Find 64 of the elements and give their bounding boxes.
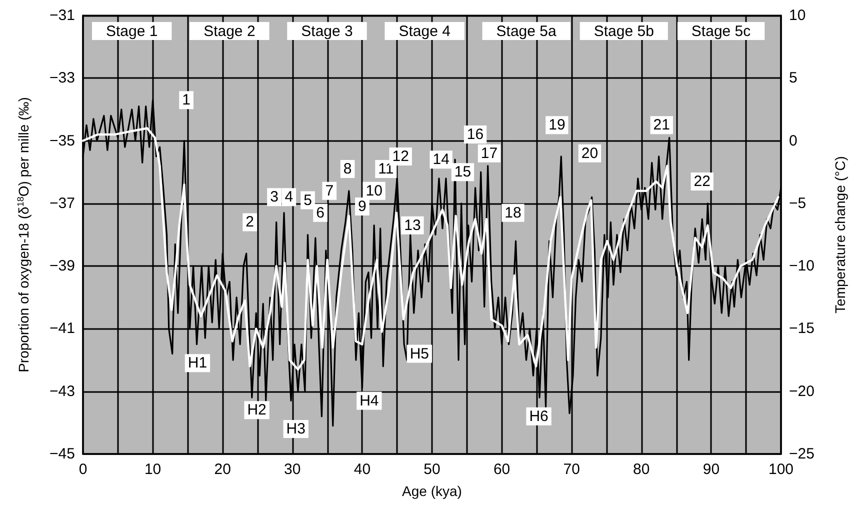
annotation: 4 <box>284 188 294 206</box>
annotation: H3 <box>286 420 306 438</box>
annotation: 10 <box>366 182 382 200</box>
annotation: Stage 2 <box>204 23 256 40</box>
annotation: 18 <box>504 204 522 222</box>
x-tick-label: 0 <box>78 461 88 478</box>
annotation: H4 <box>360 392 379 410</box>
annotation: Stage 5b <box>594 23 654 40</box>
annotation: 3 <box>270 188 278 206</box>
annotation: H1 <box>188 354 208 372</box>
annotation: 13 <box>404 216 421 234</box>
x-axis-title: Age (kya) <box>402 483 462 499</box>
annotation: 8 <box>343 160 352 178</box>
annotation: 9 <box>358 198 366 216</box>
y-tick-label: −37 <box>50 194 75 212</box>
annotation: H5 <box>410 345 430 362</box>
y-tick-label: −39 <box>50 258 75 275</box>
y2-tick-label: 10 <box>789 7 806 24</box>
annotation: 2 <box>246 214 254 231</box>
annotation: Stage 3 <box>301 23 353 40</box>
annotation: 14 <box>432 151 450 168</box>
y-tick-label: −33 <box>50 70 75 87</box>
y2-tick-label: 0 <box>789 132 798 150</box>
annotation: Stage 5a <box>496 23 557 40</box>
annotation: H2 <box>247 402 266 419</box>
y-tick-label: −41 <box>50 320 75 338</box>
y2-tick-label: 5 <box>789 70 798 87</box>
y-tick-label: −43 <box>50 382 75 400</box>
annotation: 19 <box>548 116 566 134</box>
x-tick-label: 90 <box>702 461 720 478</box>
y2-tick-label: −5 <box>789 194 806 212</box>
annotation: H6 <box>529 408 548 425</box>
x-tick-label: 40 <box>354 461 371 478</box>
annotation: Stage 4 <box>398 23 450 40</box>
annotation: 21 <box>653 116 670 134</box>
x-tick-label: 100 <box>768 461 794 478</box>
x-tick-label: 20 <box>214 461 231 478</box>
annotation: 15 <box>454 164 472 181</box>
annotation: 5 <box>304 192 312 209</box>
annotation: Stage 1 <box>106 23 158 40</box>
x-tick-label: 70 <box>563 461 580 478</box>
annotation: 17 <box>480 144 498 162</box>
y2-tick-label: −15 <box>789 320 814 338</box>
annotation: 1 <box>182 92 190 109</box>
y2-tick-label: −20 <box>789 382 814 400</box>
y-tick-label: −45 <box>50 446 75 462</box>
annotation: 7 <box>325 182 334 200</box>
annotation: 20 <box>581 144 598 162</box>
y-tick-label: −31 <box>50 7 75 24</box>
y2-axis-title: Temperature change (°C) <box>832 156 848 314</box>
y-tick-label: −35 <box>50 132 75 150</box>
x-tick-label: 80 <box>633 461 650 478</box>
annotation: Stage 5c <box>691 23 752 40</box>
annotation: 6 <box>316 204 324 222</box>
x-tick-label: 30 <box>284 461 301 478</box>
x-tick-label: 10 <box>144 461 162 478</box>
x-tick-label: 50 <box>424 461 440 478</box>
annotation: 16 <box>466 126 484 144</box>
y2-tick-label: −25 <box>789 446 814 462</box>
annotation: 12 <box>392 148 409 165</box>
x-tick-label: 60 <box>493 461 510 478</box>
annotation: 22 <box>694 173 710 190</box>
y-axis-title: Proportion of oxygen-18 (δ18O) per mille (‰) <box>16 97 32 372</box>
y2-tick-label: −10 <box>789 258 814 275</box>
